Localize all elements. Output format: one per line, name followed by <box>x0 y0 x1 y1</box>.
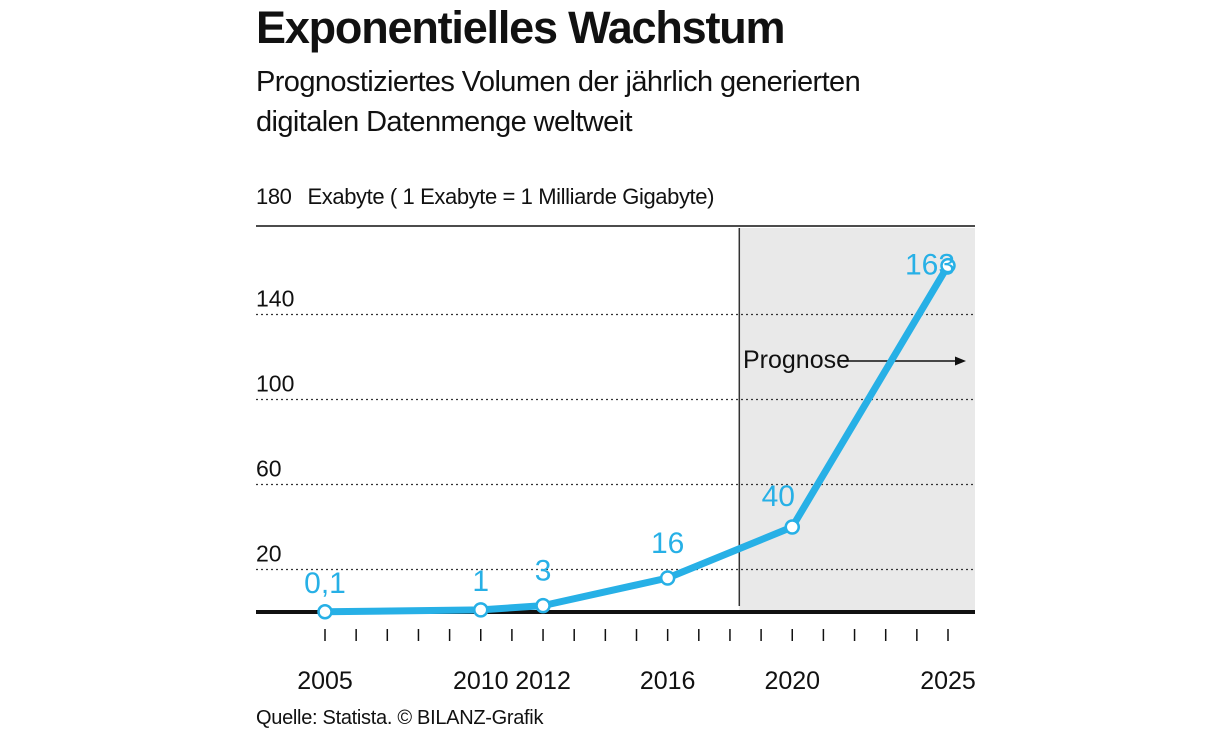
x-tick-label: 2010 <box>453 667 509 695</box>
source-note: Quelle: Statista. © BILANZ-Grafik <box>256 707 544 729</box>
data-point <box>940 257 956 274</box>
data-point <box>784 519 800 535</box>
forecast-label: Prognose <box>743 346 850 374</box>
x-tick-label: 2025 <box>920 667 976 695</box>
x-tick-label: 2005 <box>297 667 353 695</box>
data-point <box>535 597 551 614</box>
data-label: 16 <box>651 527 684 560</box>
y-tick-label: 60 <box>256 456 282 482</box>
data-label: 1 <box>472 565 489 598</box>
y-axis-unit-row: 180 Exabyte ( 1 Exabyte = 1 Milliarde Gig… <box>256 184 714 210</box>
data-point <box>473 602 489 618</box>
y-tick-label-180: 180 <box>256 184 292 209</box>
y-tick-label: 100 <box>256 371 294 397</box>
series-line <box>321 262 952 616</box>
data-point <box>659 570 676 586</box>
data-point <box>317 604 333 620</box>
data-label: 163 <box>905 249 955 282</box>
chart-subtitle: Prognostiziertes Volumen der jährlich ge… <box>256 66 861 138</box>
y-tick-label: 140 <box>256 286 294 312</box>
y-tick-label: 20 <box>256 541 282 567</box>
forecast-arrow-head <box>955 356 966 366</box>
data-label: 40 <box>762 480 795 513</box>
x-tick-label: 2016 <box>640 667 696 695</box>
data-label: 0,1 <box>304 567 346 600</box>
data-label: 3 <box>535 555 552 588</box>
chart-title: Exponentielles Wachstum <box>256 2 786 53</box>
x-tick-label: 2020 <box>764 667 820 695</box>
y-axis-label: Exabyte ( 1 Exabyte = 1 Milliarde Gigaby… <box>307 184 715 209</box>
x-tick-label: 2012 <box>515 667 571 695</box>
